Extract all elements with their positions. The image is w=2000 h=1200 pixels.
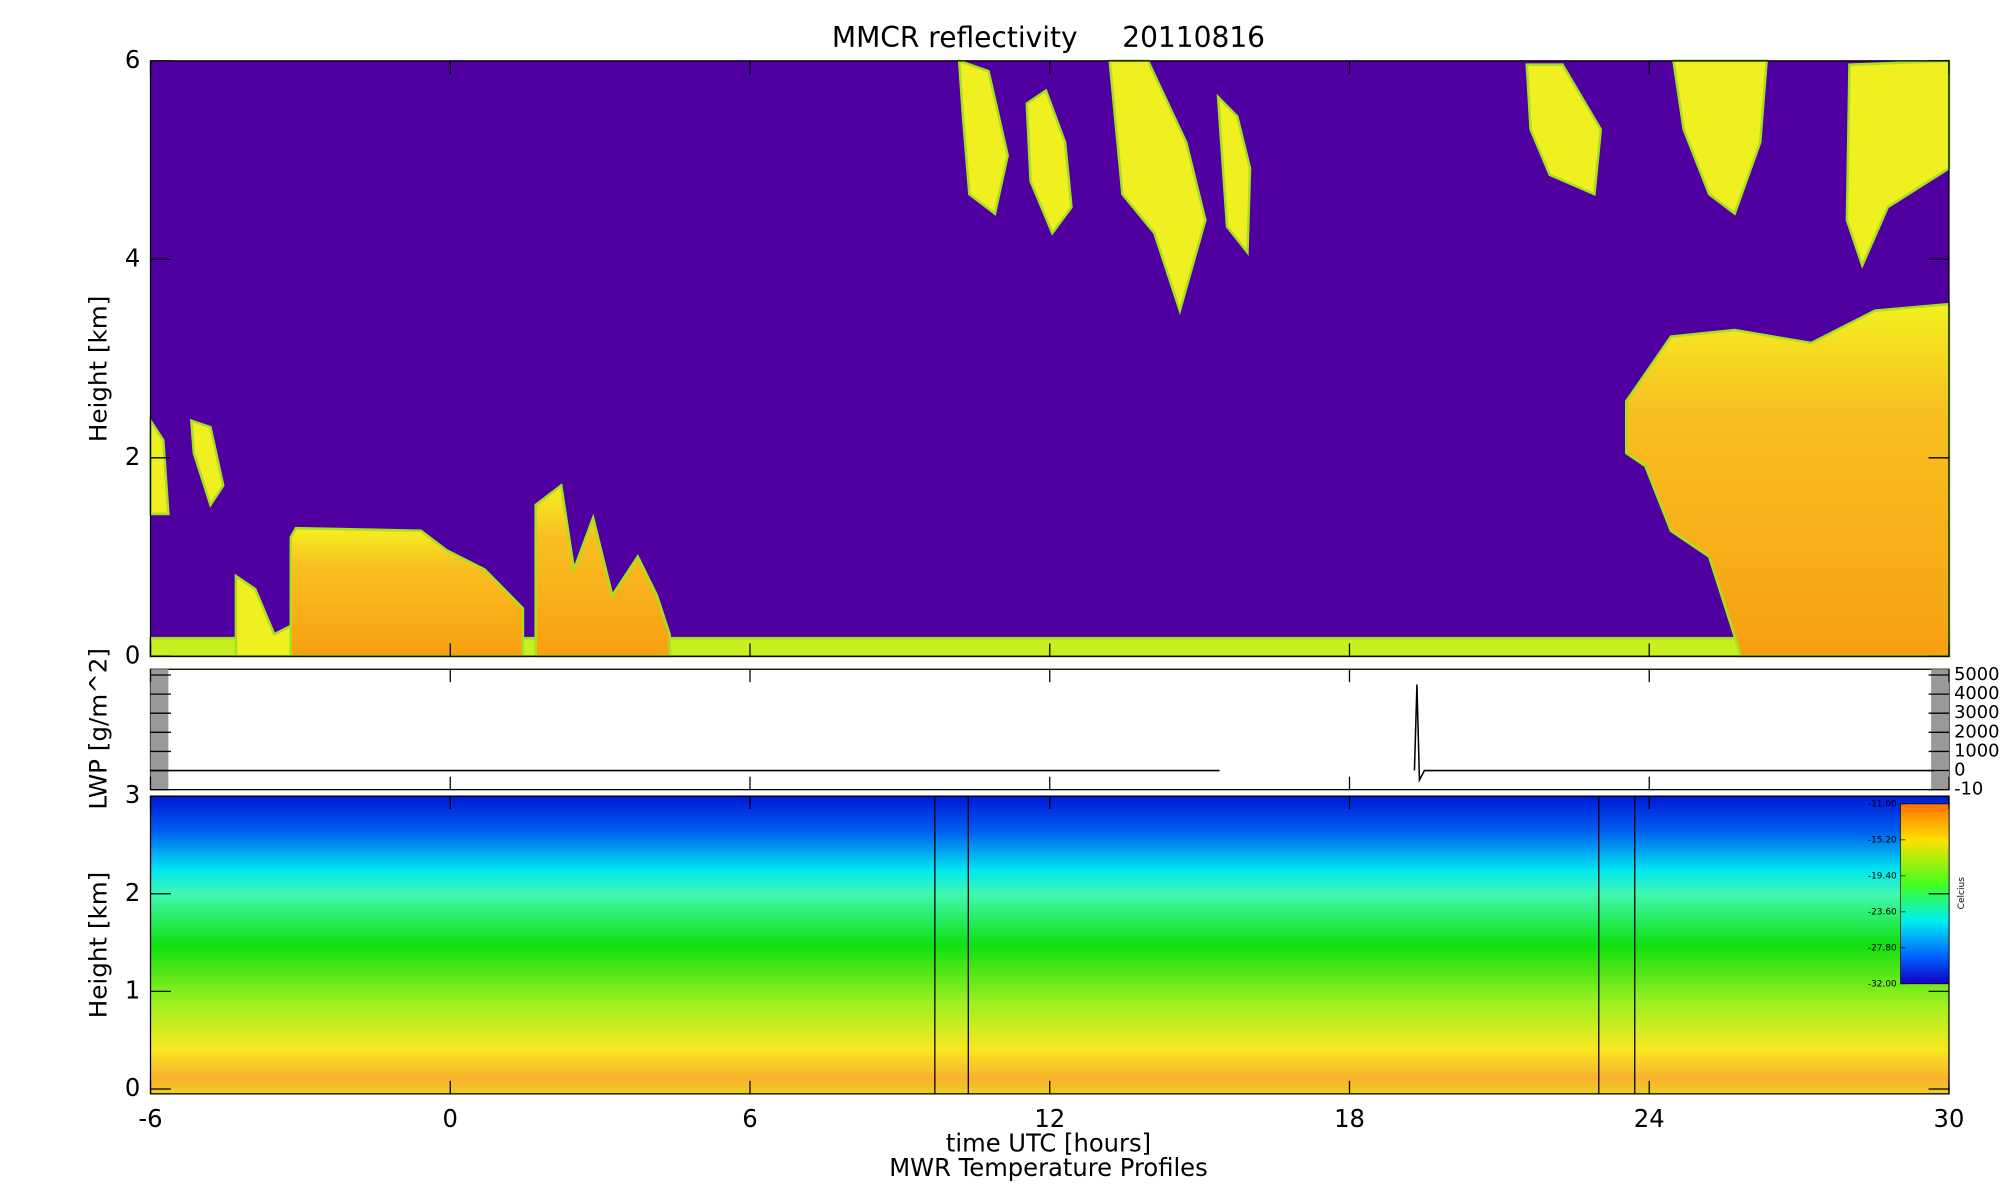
x-tick-label: 24: [1634, 1104, 1665, 1133]
y2-tick-label: 1000: [1954, 740, 1999, 761]
y2-tick-label: 3000: [1954, 702, 1999, 723]
y-tick-label: 4: [125, 243, 140, 272]
chart-title: MMCR reflectivity 20110816: [832, 21, 1265, 54]
echo: [1108, 59, 1207, 316]
y-tick-label: 1: [125, 975, 140, 1004]
axis-hatch: [150, 669, 169, 790]
colorbar-tick-label: -19.40: [1868, 871, 1897, 881]
colorbar-label: Celcius: [1957, 877, 1967, 910]
temperature-field: [150, 796, 1949, 1094]
colorbar-tick-label: -11.00: [1868, 799, 1897, 809]
subtitle: MWR Temperature Profiles: [889, 1153, 1207, 1182]
panel-frame: [149, 668, 1950, 791]
y-tick-label: 0: [125, 1073, 140, 1102]
colorbar-tick-label: -27.80: [1868, 943, 1897, 953]
x-tick-label: 30: [1934, 1104, 1965, 1133]
x-tick-label: 6: [742, 1104, 757, 1133]
y2-tick-label: 5000: [1954, 664, 1999, 685]
x-tick-label: -6: [138, 1104, 162, 1133]
y-tick-label: 2: [125, 878, 140, 907]
y-axis-label: LWP [g/m^2]: [84, 648, 113, 810]
echo: [1216, 93, 1252, 256]
y-tick-label: 2: [125, 442, 140, 471]
y-tick-label: 6: [125, 45, 140, 74]
echo: [189, 418, 225, 508]
y-axis-label: Height [km]: [84, 296, 113, 442]
echo: [957, 58, 1009, 216]
y2-tick-label: -10: [1954, 779, 1983, 800]
y2-tick-label: 4000: [1954, 683, 1999, 704]
x-axis-label: time UTC [hours]: [946, 1128, 1151, 1157]
echo: [1525, 63, 1603, 197]
y-tick-label: 0: [125, 640, 140, 669]
y2-tick-label: 0: [1954, 759, 1965, 780]
x-tick-label: 12: [1034, 1104, 1065, 1133]
x-tick-label: 18: [1334, 1104, 1365, 1133]
echo: [1025, 88, 1073, 236]
axis-hatch: [1931, 669, 1949, 790]
lwp-line: [150, 684, 1934, 784]
colorbar-tick-label: -32.00: [1868, 979, 1897, 989]
y2-tick-label: 2000: [1954, 721, 1999, 742]
x-tick-label: 0: [443, 1104, 458, 1133]
y-tick-label: 3: [125, 780, 140, 809]
y-axis-label: Height [km]: [84, 872, 113, 1018]
colorbar-tick-label: -23.60: [1868, 907, 1897, 917]
colorbar-tick-label: -15.20: [1868, 835, 1897, 845]
